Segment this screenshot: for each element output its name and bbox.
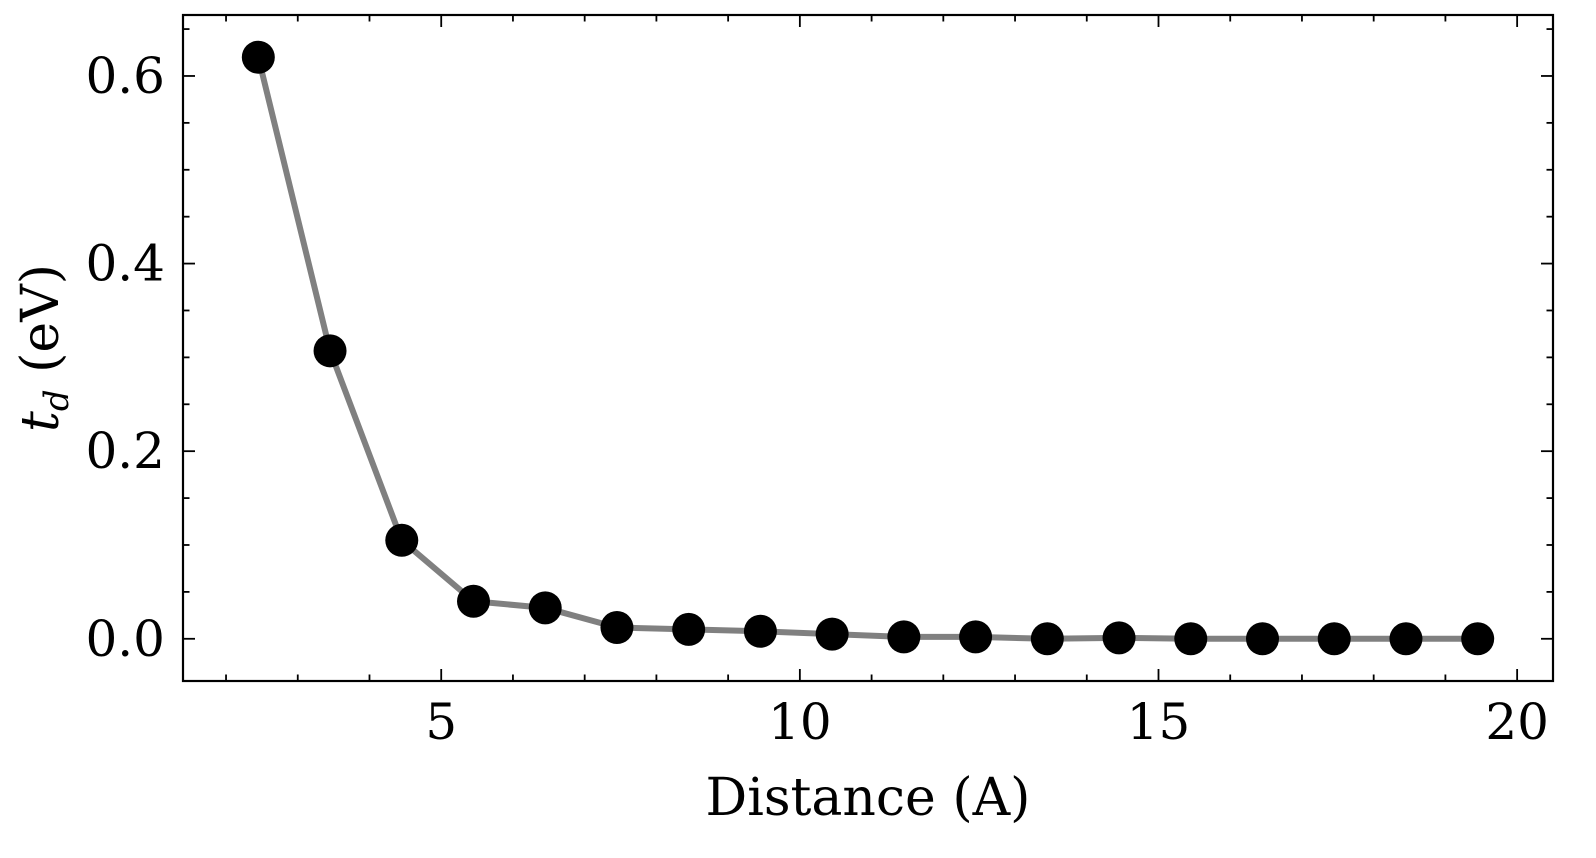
x-axis-label: Distance (A) (706, 768, 1031, 828)
y-tick-label: 0.4 (85, 235, 165, 293)
x-tick-label: 15 (1127, 693, 1191, 751)
data-point (1102, 621, 1136, 655)
data-point (743, 614, 777, 648)
data-point (313, 334, 347, 368)
data-point (1246, 622, 1280, 656)
data-point (456, 584, 490, 618)
y-axis-label-subscript: d (37, 389, 77, 411)
y-tick-label: 0.0 (85, 610, 165, 668)
plot-frame (181, 13, 1555, 683)
y-tick-label: 0.2 (85, 422, 165, 480)
y-axis-label-unit: (eV) (11, 264, 71, 389)
data-point (887, 620, 921, 654)
data-point (600, 611, 634, 645)
data-point (1317, 622, 1351, 656)
plot-area (241, 40, 1495, 656)
y-axis-label-symbol: t (11, 411, 71, 432)
data-point (1389, 622, 1423, 656)
x-tick-label: 10 (768, 693, 832, 751)
data-point (815, 617, 849, 651)
y-axis-label: td (eV) (11, 264, 77, 432)
data-point (241, 40, 275, 74)
data-point (959, 620, 993, 654)
x-tick-label: 5 (425, 693, 457, 751)
data-point (385, 523, 419, 557)
data-point (1174, 622, 1208, 656)
data-point (1030, 622, 1064, 656)
data-point (528, 591, 562, 625)
data-point (1461, 622, 1495, 656)
y-tick-label: 0.6 (85, 47, 165, 105)
data-point (672, 612, 706, 646)
series-line (255, 54, 1481, 642)
axis-ticks: 5 10 15 20 0.0 0.2 0.4 0.6 (85, 15, 1553, 751)
x-tick-label: 20 (1485, 693, 1549, 751)
